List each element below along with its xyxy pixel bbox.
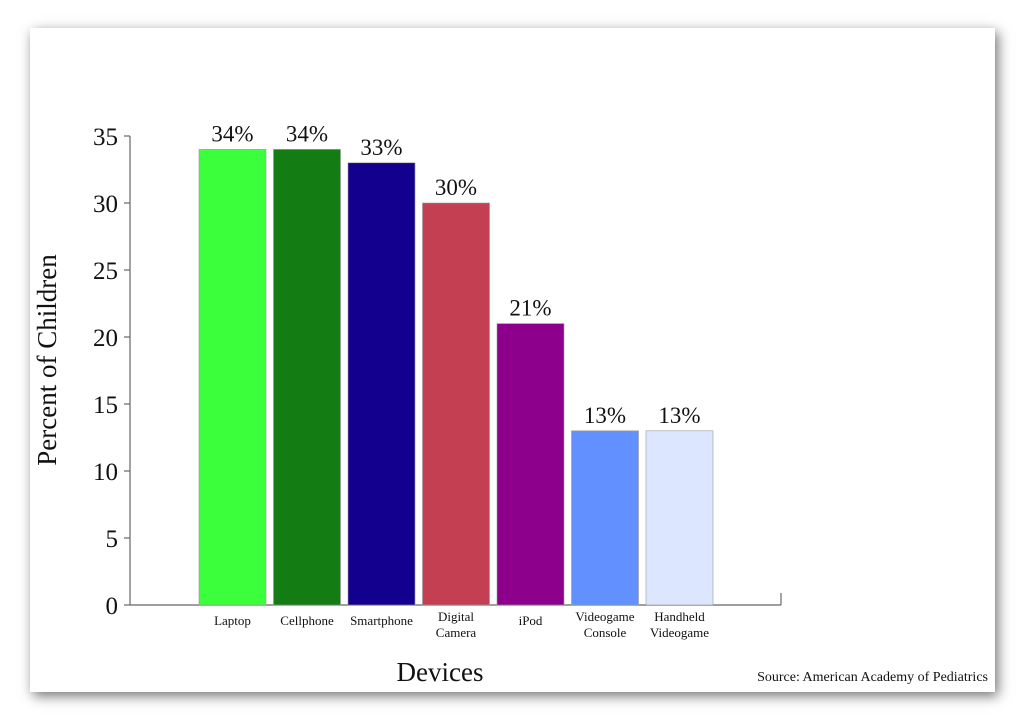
value-label: 30%: [435, 175, 477, 200]
x-tick-label: iPod: [519, 613, 543, 628]
bar: [496, 323, 565, 606]
x-tick-label: Handheld Videogame: [650, 609, 709, 640]
x-tick-label: Smartphone: [350, 613, 413, 628]
y-tick-label: 35: [93, 124, 118, 151]
value-label: 34%: [211, 121, 253, 146]
x-axis-label: Devices: [397, 657, 484, 687]
y-axis-label: Percent of Children: [32, 254, 62, 466]
bar: [273, 149, 341, 606]
bar: [198, 149, 267, 606]
x-tick-label: Laptop: [214, 613, 251, 628]
x-tick-label: Videogame Console: [575, 609, 634, 640]
value-label: 34%: [286, 121, 328, 146]
bar: [347, 162, 416, 606]
bar: [422, 202, 490, 606]
bar: [645, 430, 714, 606]
y-tick-label: 15: [93, 392, 118, 419]
bar: [571, 430, 639, 606]
y-tick-label: 20: [93, 325, 118, 352]
y-tick-label: 30: [93, 191, 118, 218]
y-tick-label: 25: [93, 258, 118, 285]
source-note: Source: American Academy of Pediatrics: [757, 670, 988, 685]
value-label: 33%: [360, 135, 402, 160]
x-tick-label: Digital Camera: [436, 609, 477, 640]
x-tick-label: Cellphone: [280, 613, 334, 628]
value-label: 21%: [509, 296, 551, 321]
y-tick-label: 5: [106, 526, 119, 553]
y-tick-label: 10: [93, 459, 118, 486]
value-label: 13%: [658, 403, 700, 428]
value-label: 13%: [584, 403, 626, 428]
y-tick-label: 0: [106, 593, 119, 620]
